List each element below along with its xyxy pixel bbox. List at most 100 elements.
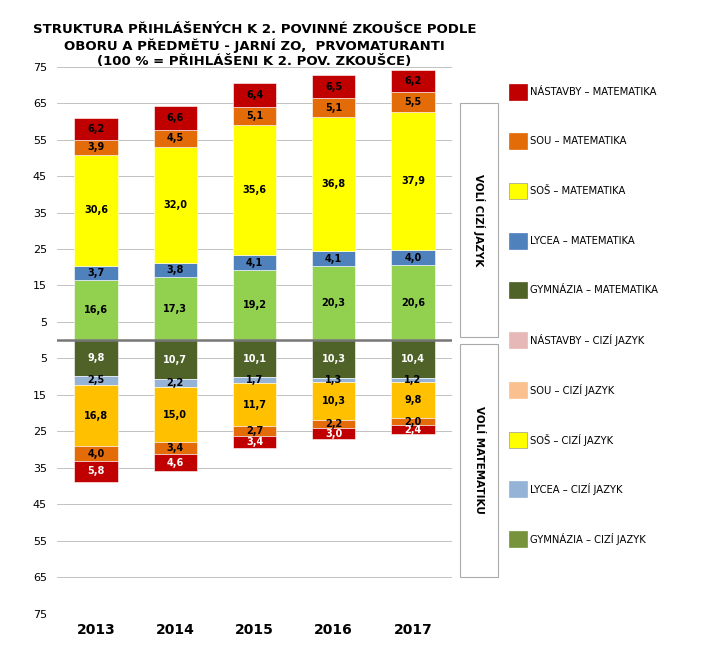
Text: 17,3: 17,3 [163, 303, 187, 313]
Text: LYCEA – CIZÍ JAZYK: LYCEA – CIZÍ JAZYK [530, 484, 623, 496]
Bar [233, 83, 276, 107]
Text: 10,4: 10,4 [401, 354, 425, 364]
Text: 37,9: 37,9 [401, 176, 425, 186]
Text: 1,2: 1,2 [404, 376, 421, 386]
Text: 3,9: 3,9 [88, 143, 105, 153]
Text: 5,1: 5,1 [325, 103, 342, 113]
Bar [233, 436, 276, 448]
Text: 15,0: 15,0 [163, 410, 187, 420]
Text: 9,8: 9,8 [88, 353, 105, 363]
Bar [233, 340, 276, 377]
Text: 3,4: 3,4 [167, 443, 184, 453]
Bar [153, 130, 197, 147]
Text: 4,1: 4,1 [246, 257, 263, 267]
Bar [74, 340, 118, 376]
Bar [391, 69, 435, 92]
Bar [74, 376, 118, 385]
Text: 6,5: 6,5 [325, 81, 342, 91]
Text: 5,1: 5,1 [246, 111, 263, 121]
Text: 2,2: 2,2 [167, 378, 184, 388]
Text: 35,6: 35,6 [243, 185, 267, 195]
Text: 9,8: 9,8 [404, 396, 421, 406]
Bar [233, 426, 276, 436]
Text: 10,1: 10,1 [243, 354, 267, 364]
Text: 32,0: 32,0 [163, 200, 187, 210]
Bar [391, 112, 435, 251]
Text: 10,3: 10,3 [322, 396, 346, 406]
Bar [74, 461, 118, 482]
Text: 6,4: 6,4 [246, 90, 263, 100]
Text: GYMNÁZIA – MATEMATIKA: GYMNÁZIA – MATEMATIKA [530, 285, 658, 295]
Bar [74, 140, 118, 155]
Text: NÁSTAVBY – MATEMATIKA: NÁSTAVBY – MATEMATIKA [530, 87, 657, 97]
Bar [312, 378, 356, 382]
Text: SOŠ – MATEMATIKA: SOŠ – MATEMATIKA [530, 186, 626, 196]
Text: 16,8: 16,8 [84, 411, 108, 421]
Bar [153, 340, 197, 379]
Text: SOŠ – CIZÍ JAZYK: SOŠ – CIZÍ JAZYK [530, 434, 614, 446]
Bar [153, 106, 197, 130]
Bar [74, 385, 118, 446]
Bar [74, 446, 118, 461]
Text: STRUKTURA PŘIHLÁŠENÝCH K 2. POVINNÉ ZKOUŠCE PODLE
OBORU A PŘEDMĚTU - JARNÍ ZO,  : STRUKTURA PŘIHLÁŠENÝCH K 2. POVINNÉ ZKOU… [33, 23, 477, 68]
Text: 19,2: 19,2 [243, 300, 267, 310]
Bar [233, 125, 276, 255]
Text: GYMNÁZIA – CIZÍ JAZYK: GYMNÁZIA – CIZÍ JAZYK [530, 533, 646, 545]
Text: 6,2: 6,2 [88, 124, 105, 134]
Text: 11,7: 11,7 [243, 400, 267, 410]
Text: 2,4: 2,4 [404, 425, 421, 435]
Text: 36,8: 36,8 [322, 179, 346, 189]
Bar [312, 340, 356, 378]
Text: 20,3: 20,3 [322, 298, 346, 308]
Bar [391, 418, 435, 426]
Bar [153, 388, 197, 442]
Bar [74, 155, 118, 266]
Text: 6,2: 6,2 [404, 76, 421, 86]
Bar [233, 255, 276, 270]
Bar [312, 99, 356, 117]
Text: 2,5: 2,5 [88, 376, 105, 386]
Bar [153, 147, 197, 263]
Bar [312, 251, 356, 266]
Bar [391, 251, 435, 265]
Bar [233, 384, 276, 426]
Text: 4,5: 4,5 [167, 133, 184, 143]
Text: 1,7: 1,7 [246, 375, 263, 385]
Text: 3,7: 3,7 [88, 268, 105, 278]
Bar [153, 379, 197, 388]
Bar [391, 265, 435, 340]
Bar [153, 263, 197, 277]
Text: VOLÍ CIZÍ JAZYK: VOLÍ CIZÍ JAZYK [473, 174, 485, 266]
Bar [233, 377, 276, 384]
Text: 2,7: 2,7 [246, 426, 263, 436]
Text: NÁSTAVBY – CIZÍ JAZYK: NÁSTAVBY – CIZÍ JAZYK [530, 334, 645, 346]
Text: 20,6: 20,6 [401, 297, 425, 307]
Bar [74, 266, 118, 279]
Text: SOU – MATEMATIKA: SOU – MATEMATIKA [530, 136, 626, 146]
Bar [312, 382, 356, 420]
Text: SOU – CIZÍ JAZYK: SOU – CIZÍ JAZYK [530, 384, 614, 396]
Text: 5,5: 5,5 [404, 97, 421, 107]
Bar [153, 442, 197, 454]
Text: 4,0: 4,0 [88, 449, 105, 459]
Bar [312, 75, 356, 99]
Bar [74, 118, 118, 140]
Text: 4,6: 4,6 [167, 458, 184, 468]
Text: VOLÍ MATEMATIKU: VOLÍ MATEMATIKU [474, 406, 484, 514]
Bar [391, 382, 435, 418]
Bar [233, 107, 276, 125]
Text: 4,0: 4,0 [404, 253, 421, 263]
Bar [153, 454, 197, 471]
Text: 4,1: 4,1 [325, 253, 342, 263]
Text: 3,4: 3,4 [246, 437, 263, 447]
Text: 1,3: 1,3 [325, 375, 342, 385]
Text: 10,3: 10,3 [322, 354, 346, 364]
Bar [312, 266, 356, 340]
Bar [312, 117, 356, 251]
Bar [391, 92, 435, 112]
Text: 6,6: 6,6 [167, 113, 184, 123]
Text: 2,2: 2,2 [325, 419, 342, 429]
Text: 30,6: 30,6 [84, 205, 108, 215]
Bar [233, 270, 276, 340]
Text: 5,8: 5,8 [88, 466, 105, 476]
